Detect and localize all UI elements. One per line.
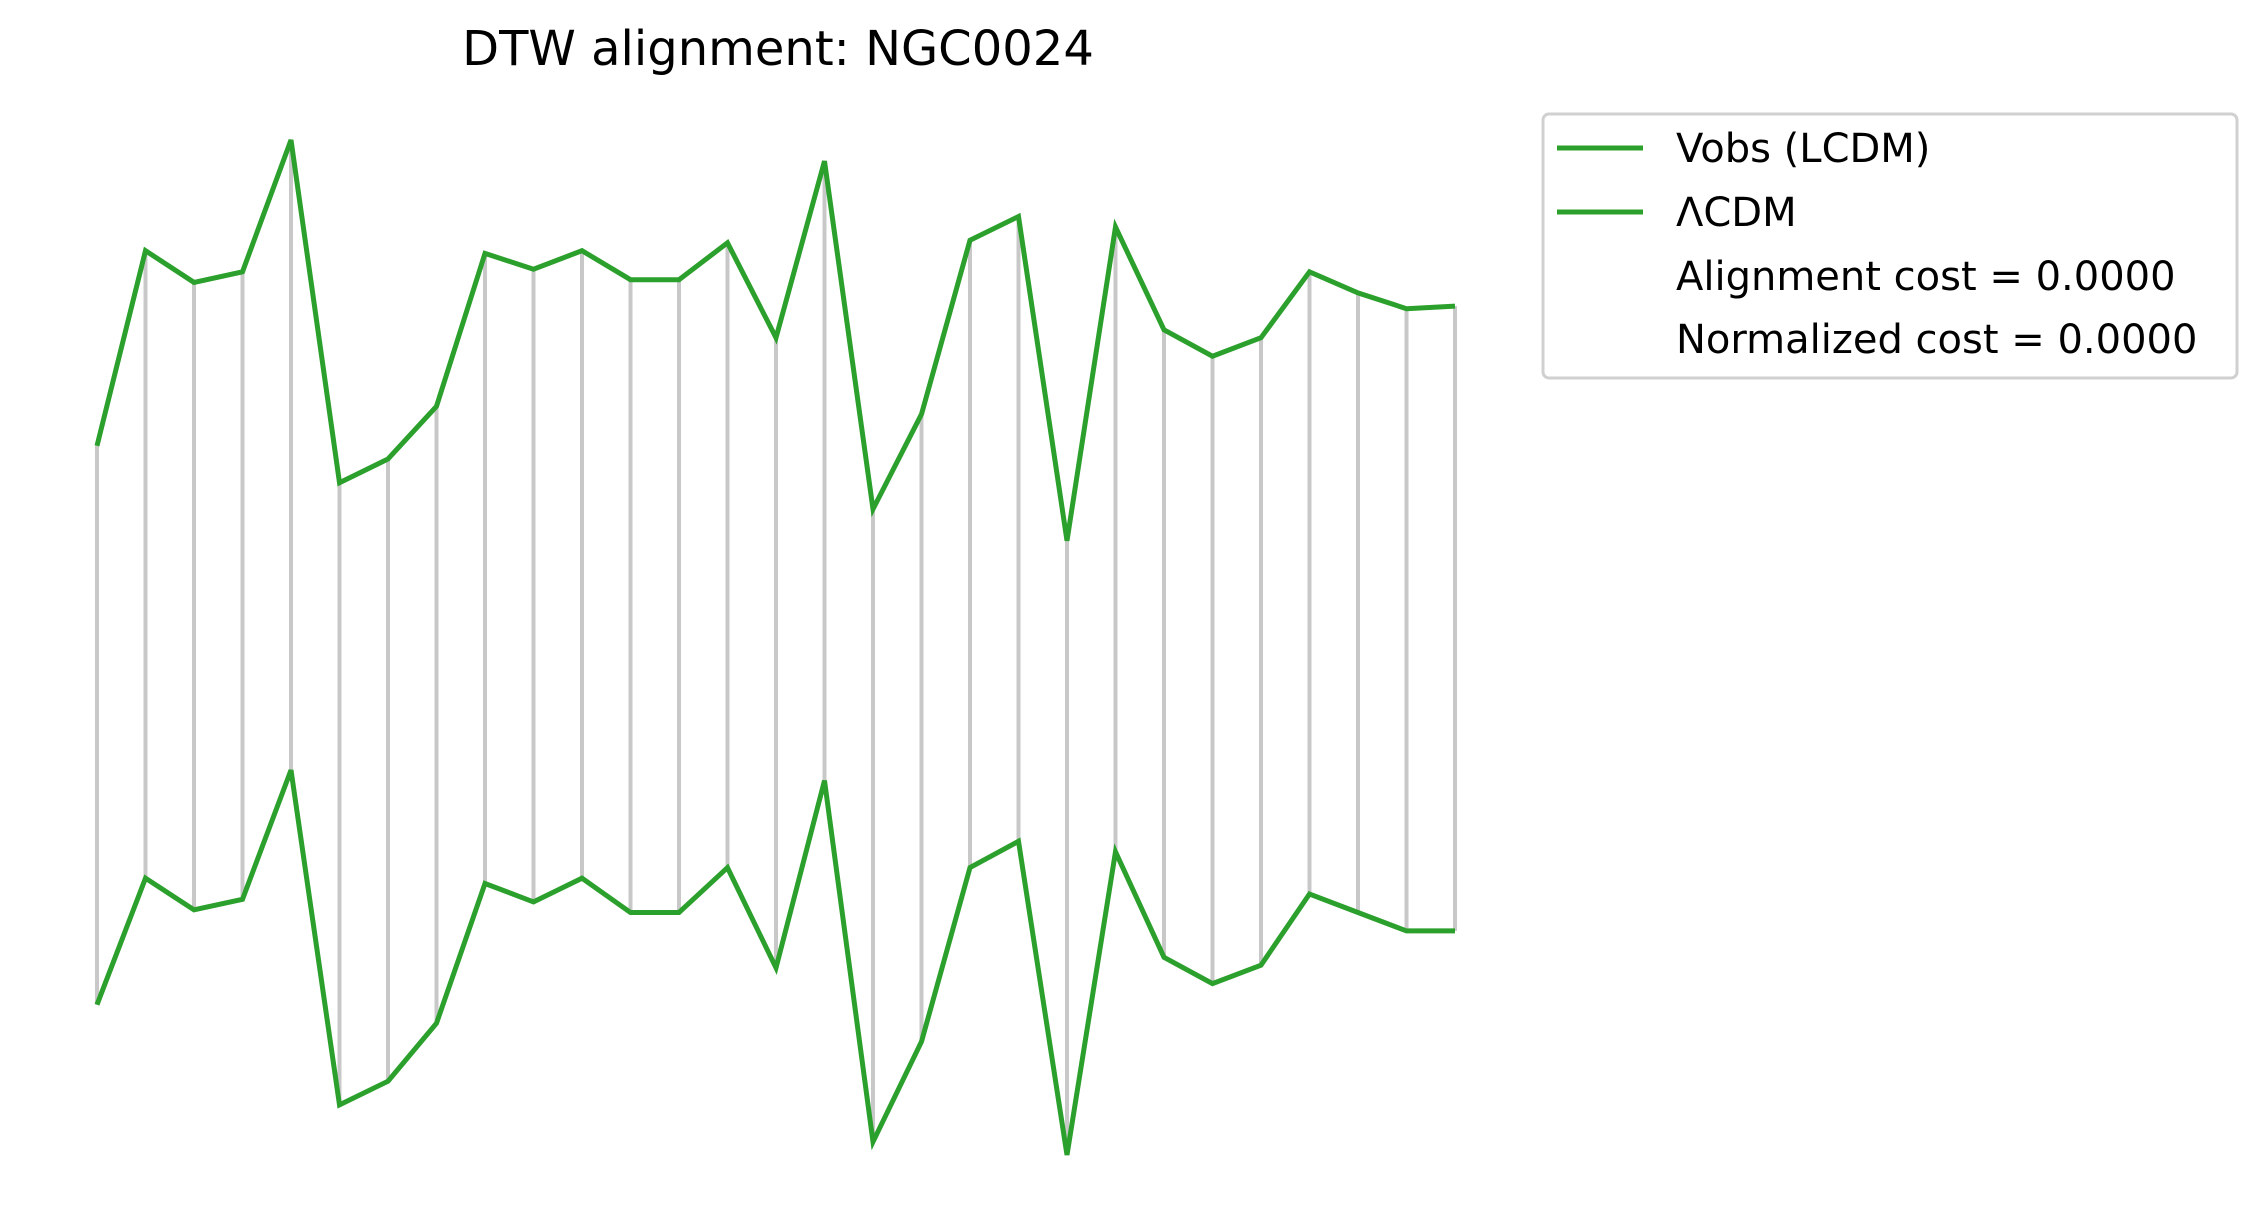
series-lines <box>94 139 1456 1156</box>
legend-box <box>1541 112 2239 380</box>
series-line-0 <box>94 139 1456 542</box>
chart-title: DTW alignment: NGC0024 <box>462 21 1094 77</box>
legend-label-lcdm: ΛCDM <box>1676 190 1797 236</box>
series-line-1 <box>94 769 1455 1156</box>
legend: Vobs (LCDM) ΛCDM Alignment cost = 0.0000… <box>1541 112 2239 380</box>
legend-normalized-cost: Normalized cost = 0.0000 <box>1676 317 2197 363</box>
legend-label-vobs: Vobs (LCDM) <box>1676 126 1930 172</box>
alignment-lines <box>95 140 1457 1155</box>
legend-alignment-cost: Alignment cost = 0.0000 <box>1676 254 2176 300</box>
